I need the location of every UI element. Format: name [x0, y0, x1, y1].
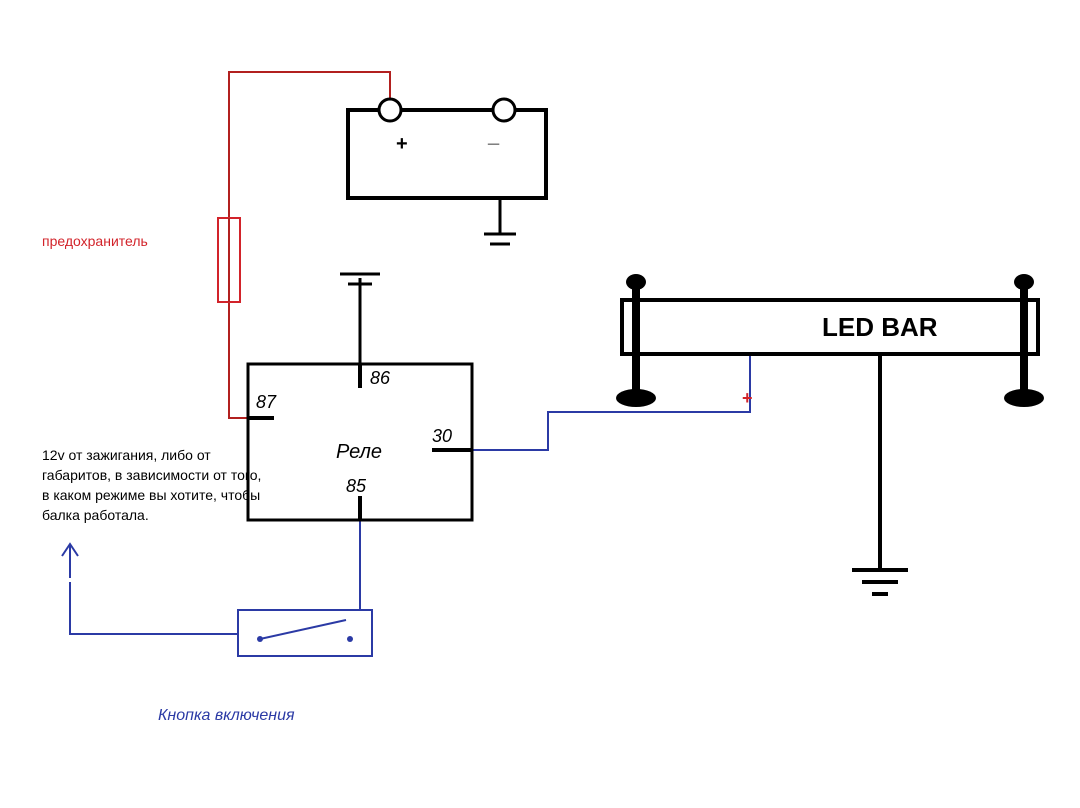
switch-contact-right	[347, 636, 353, 642]
led-bracket-left-foot	[616, 389, 656, 407]
relay-label: Реле	[336, 441, 382, 463]
led-bracket-right-cap	[1014, 274, 1034, 290]
note-line-1: габаритов, в зависимости от того,	[42, 467, 261, 483]
battery-plus-label: +	[396, 133, 408, 155]
fuse-label: предохранитель	[42, 233, 148, 249]
relay-pin-30-label: 30	[432, 426, 452, 446]
battery-terminal-pos	[379, 99, 401, 121]
relay-pin-85-label: 85	[346, 476, 367, 496]
wire-30-to-ledplus	[454, 354, 750, 450]
switch-caption: Кнопка включения	[158, 707, 295, 724]
relay-pin-87-label: 87	[256, 392, 277, 412]
led-plus-label: +	[742, 388, 753, 408]
battery	[348, 110, 546, 198]
led-bar-label: LED BAR	[822, 312, 938, 342]
note-line-0: 12v от зажигания, либо от	[42, 447, 211, 463]
wire-switch-to-note	[70, 582, 238, 634]
wire-fuse-to-87	[229, 302, 248, 418]
switch	[238, 610, 372, 656]
battery-terminal-neg	[493, 99, 515, 121]
led-bracket-right-foot	[1004, 389, 1044, 407]
note-line-2: в каком режиме вы хотите, чтобы	[42, 487, 260, 503]
battery-minus-label: _	[487, 125, 500, 147]
note-line-3: балка работала.	[42, 507, 149, 523]
led-bracket-left-cap	[626, 274, 646, 290]
wiring-diagram: + _ предохранитель 86 87 30 85 Реле LED BAR + Кноп…	[0, 0, 1080, 808]
relay-pin-86-label: 86	[370, 368, 391, 388]
